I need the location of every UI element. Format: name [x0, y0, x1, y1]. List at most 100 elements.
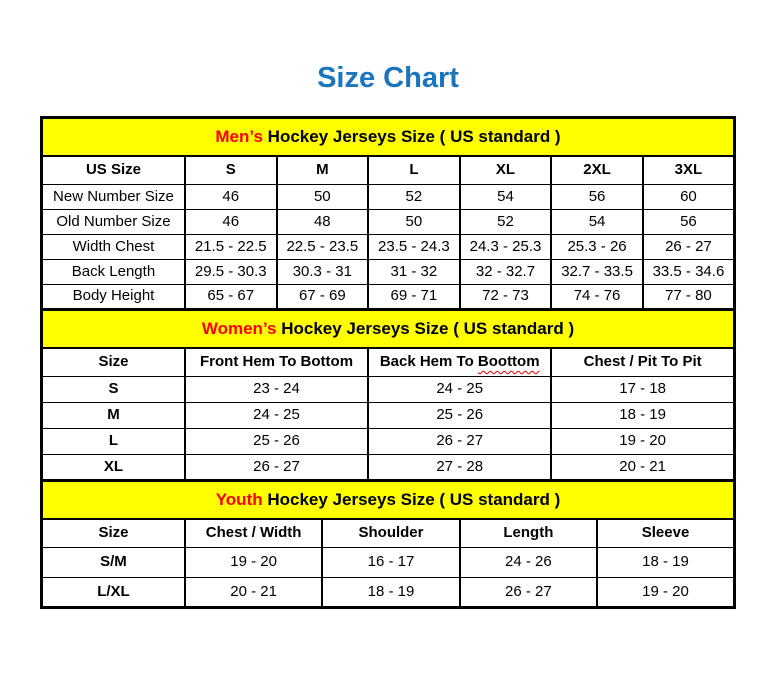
size-value-cell: 54 — [458, 184, 553, 210]
size-value-cell: 50 — [367, 209, 461, 235]
column-header: Front Hem To Bottom — [183, 347, 370, 377]
column-header: Chest / Pit To Pit — [550, 347, 736, 377]
column-header-label: Size — [98, 353, 129, 371]
column-header-label: Back Hem To — [379, 353, 474, 371]
column-header: 2XL — [550, 155, 644, 185]
table-row: Width Chest 21.5 - 22.5 22.5 - 23.5 23.5 - … — [40, 234, 736, 260]
column-header: Back Hem To Boottom — [367, 347, 553, 377]
size-value-cell: 17 - 18 — [550, 376, 736, 403]
banner-highlight: Women’s — [201, 319, 277, 339]
row-label: M — [40, 402, 186, 429]
size-value-cell: 56 — [550, 184, 644, 210]
size-value-cell: 52 — [458, 209, 553, 235]
size-value-cell: 26 - 27 — [183, 454, 370, 481]
row-label: L/XL — [40, 577, 186, 608]
table-row: S/M 19 - 20 16 - 17 24 - 26 18 - 19 — [40, 547, 736, 578]
size-value-cell: 16 - 17 — [321, 547, 461, 578]
column-header-label: Chest / Pit To Pit — [583, 353, 702, 371]
size-value-cell: 65 - 67 — [183, 284, 278, 310]
youth-size-table: Youth Hockey Jerseys Size ( US standard … — [40, 479, 736, 609]
column-header: Shoulder — [321, 518, 461, 548]
size-value-cell: 24 - 26 — [458, 547, 599, 578]
column-header-label: Size — [98, 524, 129, 542]
row-label: Body Height — [40, 284, 186, 310]
column-header-label: XL — [495, 161, 516, 179]
size-value-cell: 24 - 25 — [367, 376, 553, 403]
size-value-cell: 32.7 - 33.5 — [550, 259, 644, 285]
size-value-cell: 26 - 27 — [367, 428, 553, 455]
table-row: Old Number Size 46 48 50 52 54 56 — [40, 209, 736, 235]
size-value-cell: 19 - 20 — [183, 547, 324, 578]
size-value-cell: 50 — [275, 184, 370, 210]
column-header-label: US Size — [85, 161, 141, 179]
column-header-label: 3XL — [674, 161, 703, 179]
column-header-label: Length — [503, 524, 554, 542]
misspelled-word: Boottom — [477, 353, 540, 371]
size-value-cell: 26 - 27 — [458, 577, 599, 608]
column-header-label: Shoulder — [358, 524, 424, 542]
size-value-cell: 25 - 26 — [367, 402, 553, 429]
page-title: Size Chart — [317, 62, 459, 94]
size-value-cell: 24.3 - 25.3 — [458, 234, 553, 260]
size-value-cell: 22.5 - 23.5 — [275, 234, 370, 260]
column-header-label: 2XL — [583, 161, 611, 179]
banner-text: Hockey Jerseys Size ( US standard ) — [267, 127, 561, 147]
mens-size-table: Men’s Hockey Jerseys Size ( US standard … — [40, 116, 736, 311]
row-label: S/M — [40, 547, 186, 578]
size-value-cell: 23.5 - 24.3 — [367, 234, 461, 260]
row-label: New Number Size — [40, 184, 186, 210]
size-chart-tables: Men’s Hockey Jerseys Size ( US standard … — [40, 116, 736, 609]
size-value-cell: 24 - 25 — [183, 402, 370, 429]
table-row: Body Height 65 - 67 67 - 69 69 - 71 72 - 73 7… — [40, 284, 736, 310]
size-value-cell: 60 — [641, 184, 736, 210]
size-value-cell: 54 — [550, 209, 644, 235]
size-value-cell: 46 — [183, 209, 278, 235]
column-header-label: S — [225, 161, 236, 179]
size-value-cell: 29.5 - 30.3 — [183, 259, 278, 285]
size-value-cell: 67 - 69 — [275, 284, 370, 310]
size-value-cell: 69 - 71 — [367, 284, 461, 310]
size-value-cell: 52 — [367, 184, 461, 210]
size-value-cell: 18 - 19 — [321, 577, 461, 608]
size-value-cell: 74 - 76 — [550, 284, 644, 310]
size-value-cell: 20 - 21 — [183, 577, 324, 608]
row-label: L — [40, 428, 186, 455]
column-header: XL — [458, 155, 553, 185]
column-header-label: Chest / Width — [205, 524, 302, 542]
mens-section-banner: Men’s Hockey Jerseys Size ( US standard … — [40, 116, 736, 157]
column-header: Chest / Width — [183, 518, 324, 548]
column-header-label: Front Hem To Bottom — [200, 353, 354, 371]
table-row: XL 26 - 27 27 - 28 20 - 21 — [40, 454, 736, 481]
size-value-cell: 21.5 - 22.5 — [183, 234, 278, 260]
size-value-cell: 30.3 - 31 — [275, 259, 370, 285]
size-value-cell: 20 - 21 — [550, 454, 736, 481]
table-row: S 23 - 24 24 - 25 17 - 18 — [40, 376, 736, 403]
table-row: New Number Size 46 50 52 54 56 60 — [40, 184, 736, 210]
table-row: L 25 - 26 26 - 27 19 - 20 — [40, 428, 736, 455]
banner-text: Hockey Jerseys Size ( US standard ) — [267, 490, 561, 510]
size-value-cell: 26 - 27 — [641, 234, 736, 260]
column-header: Sleeve — [596, 518, 736, 548]
column-header-label: Sleeve — [641, 524, 690, 542]
banner-highlight: Youth — [215, 490, 263, 510]
womens-size-table: Women’s Hockey Jerseys Size ( US standar… — [40, 308, 736, 482]
size-value-cell: 32 - 32.7 — [458, 259, 553, 285]
size-value-cell: 19 - 20 — [550, 428, 736, 455]
column-header: Size — [40, 347, 186, 377]
column-header: 3XL — [641, 155, 736, 185]
size-value-cell: 25.3 - 26 — [550, 234, 644, 260]
row-label: XL — [40, 454, 186, 481]
table-row: Back Length 29.5 - 30.3 30.3 - 31 31 - 32 32… — [40, 259, 736, 285]
column-header: Length — [458, 518, 599, 548]
youth-section-banner: Youth Hockey Jerseys Size ( US standard … — [40, 479, 736, 520]
size-value-cell: 18 - 19 — [550, 402, 736, 429]
column-header: US Size — [40, 155, 186, 185]
column-header: Size — [40, 518, 186, 548]
size-value-cell: 72 - 73 — [458, 284, 553, 310]
column-header-label: L — [409, 161, 419, 179]
banner-highlight: Men’s — [215, 127, 263, 147]
banner-text: Hockey Jerseys Size ( US standard ) — [281, 319, 575, 339]
size-value-cell: 25 - 26 — [183, 428, 370, 455]
column-header-label: M — [316, 161, 329, 179]
size-value-cell: 31 - 32 — [367, 259, 461, 285]
